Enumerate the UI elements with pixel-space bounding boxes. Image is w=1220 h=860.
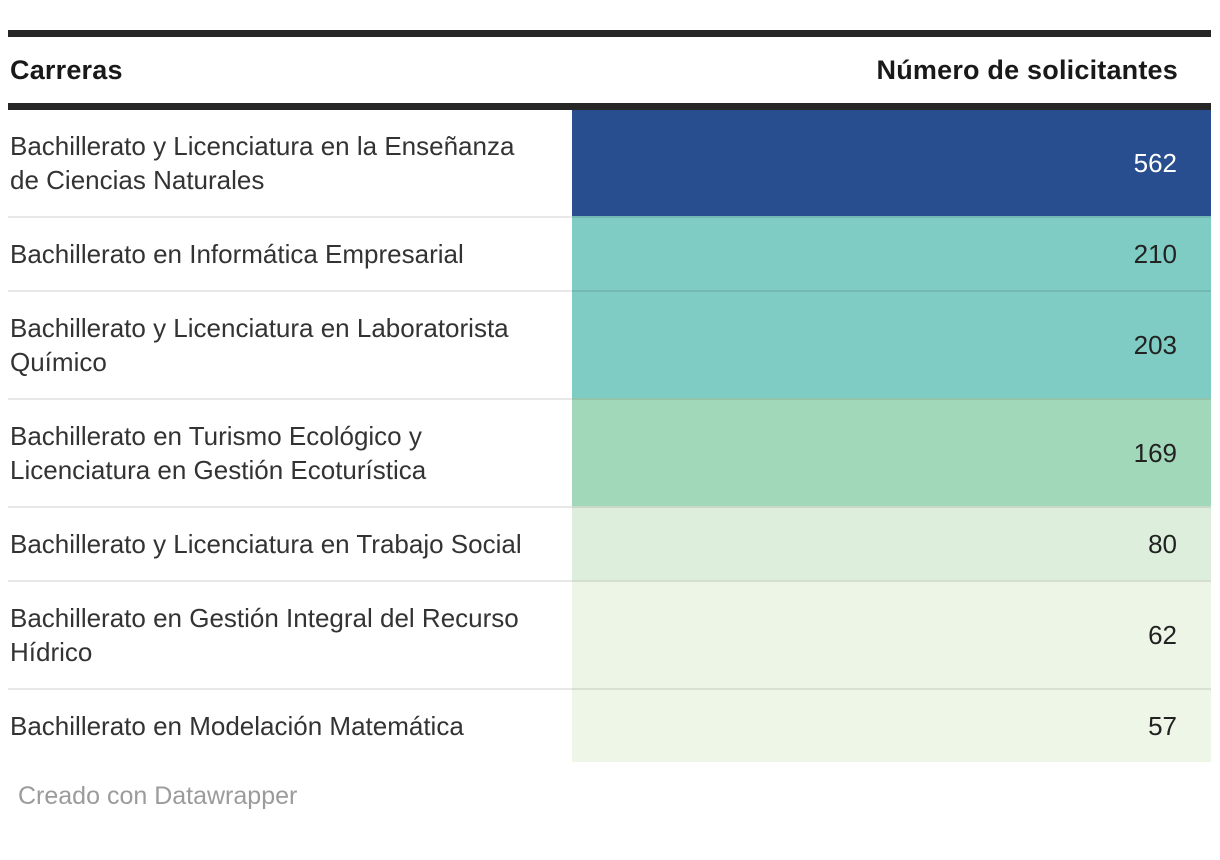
table-header-row: Carreras Número de solicitantes — [8, 37, 1211, 103]
value-cell: 169 — [572, 398, 1211, 506]
table-row: Bachillerato y Licenciatura en Laborator… — [8, 290, 1211, 398]
table-row: Bachillerato en Informática Empresarial … — [8, 216, 1211, 290]
column-header-careers: Carreras — [10, 54, 123, 85]
value-cell: 562 — [572, 110, 1211, 216]
table-row: Bachillerato y Licenciatura en la Enseña… — [8, 110, 1211, 216]
header-rule — [8, 103, 1211, 110]
career-cell: Bachillerato y Licenciatura en Trabajo S… — [8, 506, 572, 580]
career-cell: Bachillerato en Informática Empresarial — [8, 216, 572, 290]
table-row: Bachillerato en Turismo Ecológico y Lice… — [8, 398, 1211, 506]
value-cell: 62 — [572, 580, 1211, 688]
table-row: Bachillerato en Modelación Matemática 57 — [8, 688, 1211, 762]
table-row: Bachillerato en Gestión Integral del Rec… — [8, 580, 1211, 688]
column-header-applicants: Número de solicitantes — [876, 54, 1178, 85]
value-cell: 57 — [572, 688, 1211, 762]
credit-line: Creado con Datawrapper — [18, 782, 1211, 811]
value-cell: 210 — [572, 216, 1211, 290]
table-body: Bachillerato y Licenciatura en la Enseña… — [8, 110, 1211, 762]
table-row: Bachillerato y Licenciatura en Trabajo S… — [8, 506, 1211, 580]
chart-container: Carreras Número de solicitantes Bachille… — [8, 30, 1211, 811]
career-cell: Bachillerato en Gestión Integral del Rec… — [8, 580, 572, 688]
value-cell: 80 — [572, 506, 1211, 580]
datawrapper-credit-link[interactable]: Creado con Datawrapper — [18, 782, 298, 810]
value-cell: 203 — [572, 290, 1211, 398]
career-cell: Bachillerato y Licenciatura en Laborator… — [8, 290, 572, 398]
career-cell: Bachillerato en Modelación Matemática — [8, 688, 572, 762]
career-cell: Bachillerato en Turismo Ecológico y Lice… — [8, 398, 572, 506]
top-rule — [8, 30, 1211, 37]
career-cell: Bachillerato y Licenciatura en la Enseña… — [10, 131, 515, 195]
